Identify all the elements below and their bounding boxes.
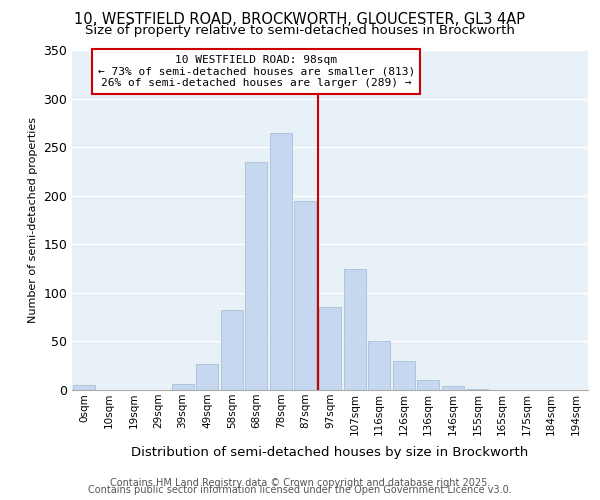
Text: 10 WESTFIELD ROAD: 98sqm
← 73% of semi-detached houses are smaller (813)
26% of : 10 WESTFIELD ROAD: 98sqm ← 73% of semi-d… [98,55,415,88]
Text: Size of property relative to semi-detached houses in Brockworth: Size of property relative to semi-detach… [85,24,515,37]
Bar [368,342,390,390]
Bar [295,200,316,390]
Bar [270,132,292,390]
Text: Contains HM Land Registry data © Crown copyright and database right 2025.: Contains HM Land Registry data © Crown c… [110,478,490,488]
Bar [73,385,95,390]
Bar [319,308,341,390]
Bar [442,386,464,390]
X-axis label: Distribution of semi-detached houses by size in Brockworth: Distribution of semi-detached houses by … [131,446,529,459]
Bar [172,384,194,390]
Bar [392,361,415,390]
Bar [466,389,488,390]
Bar [221,310,243,390]
Bar [196,364,218,390]
Bar [344,268,365,390]
Text: Contains public sector information licensed under the Open Government Licence v3: Contains public sector information licen… [88,485,512,495]
Y-axis label: Number of semi-detached properties: Number of semi-detached properties [28,117,38,323]
Bar [245,162,268,390]
Text: 10, WESTFIELD ROAD, BROCKWORTH, GLOUCESTER, GL3 4AP: 10, WESTFIELD ROAD, BROCKWORTH, GLOUCEST… [74,12,526,28]
Bar [417,380,439,390]
